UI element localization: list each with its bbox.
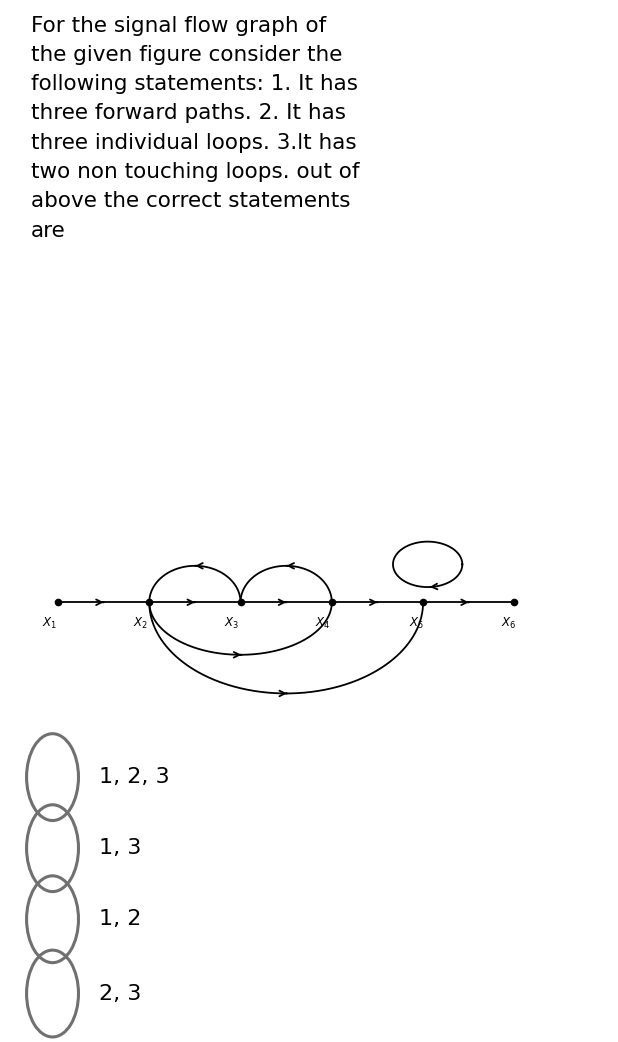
- Text: 1, 2, 3: 1, 2, 3: [99, 767, 169, 787]
- Text: 1, 2: 1, 2: [99, 910, 142, 929]
- Text: $X_{1}$: $X_{1}$: [41, 616, 57, 630]
- Text: $X_{3}$: $X_{3}$: [224, 616, 239, 630]
- Text: $X_{5}$: $X_{5}$: [409, 616, 425, 630]
- Text: $X_{6}$: $X_{6}$: [501, 616, 516, 630]
- Text: 1, 3: 1, 3: [99, 838, 142, 859]
- Text: For the signal flow graph of
the given figure consider the
following statements:: For the signal flow graph of the given f…: [31, 16, 360, 241]
- Text: $X_{2}$: $X_{2}$: [133, 616, 148, 630]
- Text: $X_{4}$: $X_{4}$: [315, 616, 331, 630]
- Text: 2, 3: 2, 3: [99, 984, 142, 1003]
